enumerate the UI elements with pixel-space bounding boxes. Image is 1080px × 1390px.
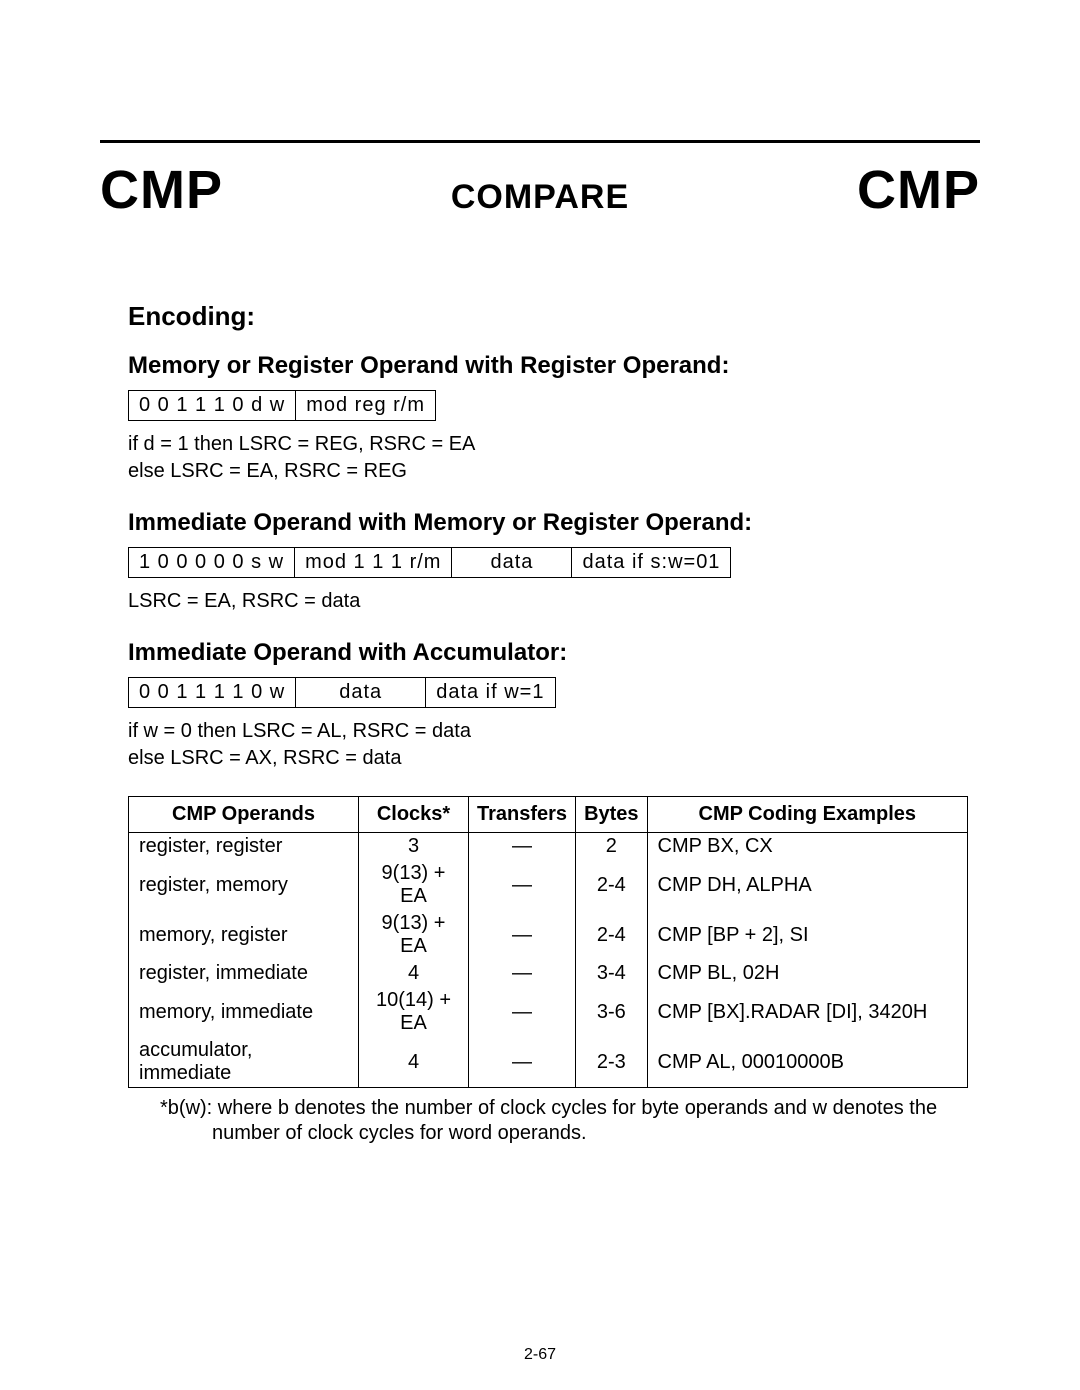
encoding-cell: mod 1 1 1 r/m (295, 548, 452, 577)
form-heading: Immediate Operand with Memory or Registe… (128, 509, 980, 537)
table-cell: — (469, 860, 576, 910)
encoding-cell: mod reg r/m (296, 391, 435, 420)
operands-table: CMP Operands Clocks* Transfers Bytes CMP… (128, 796, 968, 1088)
table-cell: CMP AL, 00010000B (647, 1037, 967, 1088)
page: CMP COMPARE CMP Encoding: Memory or Regi… (0, 0, 1080, 1390)
table-cell: accumulator, immediate (129, 1037, 359, 1088)
table-row: register, memory9(13) + EA—2-4CMP DH, AL… (129, 860, 968, 910)
table-row: accumulator, immediate4—2-3CMP AL, 00010… (129, 1037, 968, 1088)
table-cell: CMP BX, CX (647, 833, 967, 861)
encoding-box: 1 0 0 0 0 0 s w mod 1 1 1 r/m data data … (128, 547, 731, 578)
encoding-cell: data (296, 678, 426, 707)
table-cell: memory, immediate (129, 987, 359, 1037)
mnemonic-right: CMP (857, 159, 980, 221)
table-cell: memory, register (129, 910, 359, 960)
table-header-row: CMP Operands Clocks* Transfers Bytes CMP… (129, 797, 968, 833)
encoding-heading: Encoding: (128, 301, 980, 332)
encoding-note: if w = 0 then LSRC = AL, RSRC = data els… (128, 718, 980, 772)
table-row: register, immediate4—3-4CMP BL, 02H (129, 960, 968, 987)
col-header: CMP Operands (129, 797, 359, 833)
col-header: CMP Coding Examples (647, 797, 967, 833)
footnote: *b(w): where b denotes the number of clo… (160, 1096, 980, 1146)
table-cell: CMP [BX].RADAR [DI], 3420H (647, 987, 967, 1037)
table-cell: register, memory (129, 860, 359, 910)
col-header: Bytes (576, 797, 647, 833)
table-cell: 4 (359, 1037, 469, 1088)
col-header: Clocks* (359, 797, 469, 833)
table-cell: — (469, 1037, 576, 1088)
table-cell: CMP BL, 02H (647, 960, 967, 987)
table-row: memory, register9(13) + EA—2-4CMP [BP + … (129, 910, 968, 960)
encoding-note: LSRC = EA, RSRC = data (128, 588, 980, 615)
form-heading: Memory or Register Operand with Register… (128, 352, 980, 380)
table-cell: register, register (129, 833, 359, 861)
table-cell: — (469, 960, 576, 987)
table-cell: 2 (576, 833, 647, 861)
encoding-cell: 0 0 1 1 1 1 0 w (129, 678, 296, 707)
mnemonic-left: CMP (100, 159, 223, 221)
encoding-cell: data (452, 548, 572, 577)
top-rule (100, 140, 980, 143)
table-cell: 2-3 (576, 1037, 647, 1088)
table-cell: 2-4 (576, 910, 647, 960)
table-row: memory, immediate10(14) + EA—3-6CMP [BX]… (129, 987, 968, 1037)
table-cell: register, immediate (129, 960, 359, 987)
encoding-cell: 0 0 1 1 1 0 d w (129, 391, 296, 420)
table-cell: 3-6 (576, 987, 647, 1037)
table-cell: 9(13) + EA (359, 910, 469, 960)
title-row: CMP COMPARE CMP (100, 159, 980, 221)
encoding-cell: data if w=1 (426, 678, 554, 707)
page-number: 2-67 (0, 1346, 1080, 1364)
encoding-cell: data if s:w=01 (572, 548, 730, 577)
table-cell: 10(14) + EA (359, 987, 469, 1037)
col-header: Transfers (469, 797, 576, 833)
table-cell: 4 (359, 960, 469, 987)
table-cell: — (469, 910, 576, 960)
instruction-title: COMPARE (451, 178, 629, 217)
encoding-note: if d = 1 then LSRC = REG, RSRC = EA else… (128, 431, 980, 485)
encoding-box: 0 0 1 1 1 0 d w mod reg r/m (128, 390, 436, 421)
encoding-box: 0 0 1 1 1 1 0 w data data if w=1 (128, 677, 556, 708)
table-cell: 9(13) + EA (359, 860, 469, 910)
table-cell: 2-4 (576, 860, 647, 910)
table-cell: — (469, 833, 576, 861)
form-heading: Immediate Operand with Accumulator: (128, 639, 980, 667)
table-cell: — (469, 987, 576, 1037)
table-row: register, register3—2CMP BX, CX (129, 833, 968, 861)
table-cell: 3 (359, 833, 469, 861)
table-cell: CMP DH, ALPHA (647, 860, 967, 910)
encoding-cell: 1 0 0 0 0 0 s w (129, 548, 295, 577)
table-body: register, register3—2CMP BX, CXregister,… (129, 833, 968, 1088)
table-cell: 3-4 (576, 960, 647, 987)
table-cell: CMP [BP + 2], SI (647, 910, 967, 960)
